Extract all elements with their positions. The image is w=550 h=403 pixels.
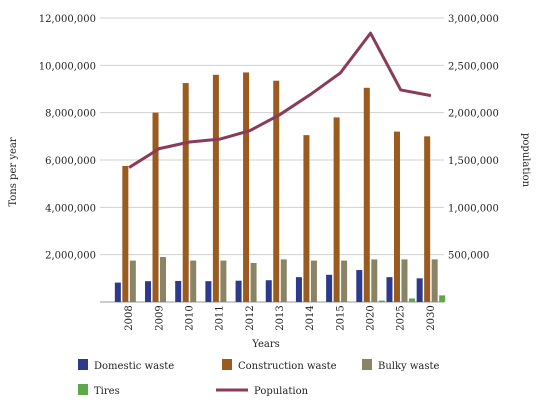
x-tick-label: 2012 <box>245 305 256 330</box>
legend-swatch-domestic-waste <box>78 359 88 370</box>
bar-domestic-waste <box>235 280 242 302</box>
bar-domestic-waste <box>326 274 333 302</box>
bar-construction-waste <box>273 80 280 302</box>
legend-label: Construction waste <box>238 361 337 372</box>
legend-label: Tires <box>94 386 120 397</box>
bar-bulky-waste <box>371 259 378 302</box>
bar-domestic-waste <box>416 278 423 302</box>
bar-bulky-waste <box>341 260 348 302</box>
bar-tires <box>378 300 385 302</box>
line-population <box>128 31 432 169</box>
x-tick-label: 2009 <box>154 305 165 330</box>
bar-domestic-waste <box>265 280 272 302</box>
bar-domestic-waste <box>386 277 393 302</box>
x-tick-label: 2020 <box>366 305 377 330</box>
x-tick-label: 2010 <box>184 305 195 330</box>
bar-tires <box>439 295 446 302</box>
y-tick-label: 12,000,000 <box>39 14 96 25</box>
bar-bulky-waste <box>401 259 408 302</box>
x-axis-ticks: 2008 2009 2010 2011 2012 2013 2014 2015 2020 2025… <box>124 305 437 330</box>
bar-tires <box>408 298 415 302</box>
x-tick-label: 2015 <box>335 305 346 330</box>
bar-bulky-waste <box>310 260 317 302</box>
x-tick-label: 2013 <box>275 305 286 330</box>
y2-tick-label: 500,000 <box>448 251 489 262</box>
y2-tick-label: 2,500,000 <box>448 61 499 72</box>
bar-construction-waste <box>182 83 189 302</box>
y-tick-label: 4,000,000 <box>45 203 96 214</box>
bar-domestic-waste <box>356 270 363 302</box>
x-tick-label: 2014 <box>305 305 316 330</box>
x-tick-label: 2008 <box>124 305 135 330</box>
bars <box>114 72 446 303</box>
bar-construction-waste <box>393 131 400 302</box>
right-axis-ticks: 3,000,000 2,500,000 2,000,000 1,500,000 1,00… <box>448 14 499 262</box>
x-tick-label: 2011 <box>215 305 226 330</box>
bar-construction-waste <box>243 72 250 302</box>
bar-construction-waste <box>152 112 159 303</box>
legend-swatch-tires <box>78 384 88 395</box>
legend: Domestic waste Construction waste Bulky wa… <box>78 359 440 397</box>
bar-construction-waste <box>212 74 219 302</box>
bar-bulky-waste <box>190 260 197 302</box>
bar-bulky-waste <box>431 259 438 302</box>
bar-construction-waste <box>424 136 431 302</box>
y2-tick-label: 2,000,000 <box>448 109 499 120</box>
x-tick-label: 2030 <box>426 305 437 330</box>
bar-domestic-waste <box>114 282 121 302</box>
x-axis-title: Years <box>251 339 280 350</box>
bar-bulky-waste <box>129 260 136 302</box>
population-line <box>128 31 432 169</box>
y2-tick-label: 3,000,000 <box>448 14 499 25</box>
bar-construction-waste <box>363 87 370 302</box>
y-tick-label: 8,000,000 <box>45 109 96 120</box>
bar-domestic-waste <box>145 281 152 302</box>
y2-tick-label: 1,000,000 <box>448 203 499 214</box>
left-axis-ticks: 12,000,000 10,000,000 8,000,000 6,000,000 4,… <box>39 14 96 262</box>
bar-bulky-waste <box>280 259 287 302</box>
y2-axis-title: population <box>520 133 531 188</box>
bar-construction-waste <box>333 117 340 303</box>
legend-swatch-construction-waste <box>222 359 232 370</box>
bar-domestic-waste <box>205 281 212 302</box>
bar-bulky-waste <box>160 257 167 302</box>
bar-construction-waste <box>122 165 129 302</box>
bar-construction-waste <box>303 135 310 302</box>
bar-bulky-waste <box>220 260 227 302</box>
legend-label: Bulky waste <box>378 361 440 372</box>
y-tick-label: 6,000,000 <box>45 156 96 167</box>
y-axis-title: Tons per year <box>8 137 19 206</box>
y-tick-label: 10,000,000 <box>39 61 96 72</box>
y-tick-label: 2,000,000 <box>45 251 96 262</box>
bar-domestic-waste <box>295 277 302 302</box>
legend-label: Population <box>254 386 309 397</box>
legend-swatch-bulky-waste <box>362 359 372 370</box>
x-tick-label: 2025 <box>396 305 407 330</box>
bar-bulky-waste <box>250 262 257 302</box>
bar-domestic-waste <box>175 280 182 302</box>
gridlines <box>100 17 444 303</box>
legend-label: Domestic waste <box>94 361 174 372</box>
y2-tick-label: 1,500,000 <box>448 156 499 167</box>
